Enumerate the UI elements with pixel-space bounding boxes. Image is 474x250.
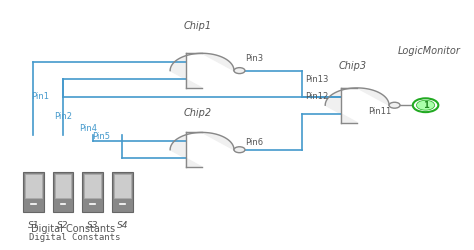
Bar bbox=[84, 174, 101, 198]
Text: Pin11: Pin11 bbox=[369, 107, 392, 116]
Text: Digital Constants: Digital Constants bbox=[29, 232, 120, 241]
Text: S1: S1 bbox=[27, 222, 39, 230]
Text: S3: S3 bbox=[87, 222, 99, 230]
Text: Pin4: Pin4 bbox=[79, 124, 97, 133]
Text: Chip2: Chip2 bbox=[184, 108, 212, 118]
Bar bbox=[25, 174, 42, 198]
Bar bbox=[82, 172, 103, 212]
Circle shape bbox=[417, 100, 435, 110]
Text: LogicMonitor: LogicMonitor bbox=[398, 46, 461, 56]
Text: Pin6: Pin6 bbox=[246, 138, 264, 147]
Polygon shape bbox=[170, 132, 234, 167]
Circle shape bbox=[389, 102, 400, 108]
Bar bbox=[55, 174, 72, 198]
Text: Pin12: Pin12 bbox=[305, 92, 328, 101]
Text: Pin1: Pin1 bbox=[31, 92, 49, 101]
Bar bbox=[112, 172, 133, 212]
Polygon shape bbox=[170, 53, 234, 88]
Text: Pin3: Pin3 bbox=[246, 54, 264, 63]
Text: Pin5: Pin5 bbox=[92, 132, 110, 140]
Text: Pin13: Pin13 bbox=[305, 75, 328, 84]
Text: Pin2: Pin2 bbox=[54, 112, 72, 121]
Text: Digital Constants: Digital Constants bbox=[31, 224, 115, 234]
Text: Chip3: Chip3 bbox=[339, 61, 367, 71]
Circle shape bbox=[234, 147, 245, 153]
Bar bbox=[23, 172, 44, 212]
Text: 1: 1 bbox=[423, 101, 428, 110]
Bar bbox=[114, 174, 131, 198]
Circle shape bbox=[234, 68, 245, 73]
Bar bbox=[53, 172, 73, 212]
Circle shape bbox=[413, 98, 438, 112]
Text: S4: S4 bbox=[117, 222, 128, 230]
Text: Chip1: Chip1 bbox=[184, 21, 212, 31]
Text: S2: S2 bbox=[57, 222, 69, 230]
Polygon shape bbox=[325, 88, 389, 122]
